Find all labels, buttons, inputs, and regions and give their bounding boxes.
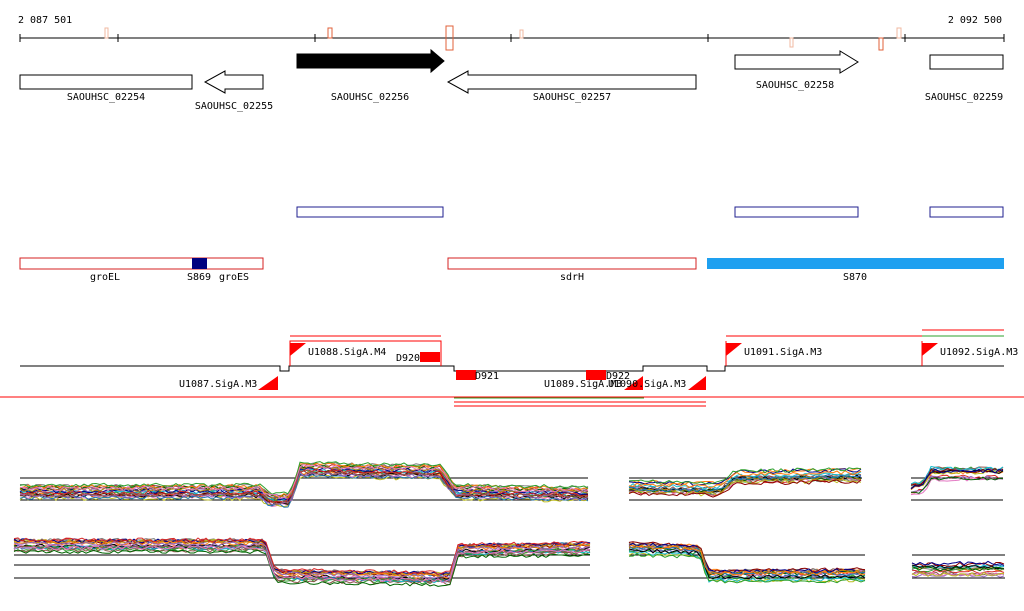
cds-box[interactable] bbox=[734, 206, 859, 218]
promoter-label-u1088: U1088.SigA.M4 bbox=[308, 347, 386, 358]
terminator-label-d920: D920 bbox=[396, 353, 420, 364]
expression-profile-line bbox=[628, 467, 862, 485]
terminator-label-d922: D922 bbox=[606, 371, 630, 382]
feature-track: groEL S869 groES sdrH S870 bbox=[19, 257, 1004, 283]
terminator-d921[interactable] bbox=[456, 370, 476, 380]
gene-label: SAOUHSC_02257 bbox=[533, 92, 611, 103]
gene-saouhsc-02255[interactable]: SAOUHSC_02255 bbox=[195, 70, 273, 112]
cds-box[interactable] bbox=[929, 206, 1004, 218]
promoter-label-u1091: U1091.SigA.M3 bbox=[744, 347, 822, 358]
expression-profile-line bbox=[910, 469, 1004, 489]
feature-groel-groes[interactable] bbox=[19, 257, 264, 270]
gene-saouhsc-02256[interactable]: SAOUHSC_02256 bbox=[296, 48, 445, 103]
ruler-markers bbox=[104, 25, 902, 51]
expression-profile-line bbox=[911, 561, 1005, 567]
expression-profile-line bbox=[628, 545, 866, 577]
expression-profile-line bbox=[13, 537, 591, 576]
feature-s870[interactable] bbox=[707, 258, 1004, 269]
feature-s869[interactable] bbox=[192, 258, 207, 269]
terminator-label-d921: D921 bbox=[475, 371, 499, 382]
coordinate-ruler: 2 087 501 2 092 500 bbox=[18, 15, 1005, 51]
expression-profile-line bbox=[628, 547, 866, 578]
ruler-ticks bbox=[19, 34, 1005, 42]
promoter-flag[interactable] bbox=[258, 376, 278, 390]
expression-profile-line bbox=[13, 541, 591, 580]
expression-profile-line bbox=[13, 544, 591, 583]
promoter-label-u1090: U1090.SigA.M3 bbox=[608, 379, 686, 390]
expression-profile-line bbox=[628, 479, 862, 498]
promoter-flag[interactable] bbox=[290, 343, 306, 356]
expression-profile-line bbox=[19, 471, 589, 506]
expression-profile-line bbox=[628, 544, 866, 576]
expression-profile-line bbox=[13, 540, 591, 579]
expression-profile-line bbox=[628, 542, 866, 574]
transcript-baseline bbox=[20, 365, 1004, 372]
gene-label: SAOUHSC_02255 bbox=[195, 101, 273, 112]
promoter-track: U1088.SigA.M4 D920 U1087.SigA.M3 D921 D9… bbox=[0, 329, 1024, 407]
promoter-label-u1087: U1087.SigA.M3 bbox=[179, 379, 257, 390]
expression-profile-line bbox=[628, 467, 862, 486]
cds-box[interactable] bbox=[296, 206, 444, 218]
expression-profile-line bbox=[911, 572, 1005, 577]
promoter-flag[interactable] bbox=[922, 343, 938, 356]
feature-label-sdrh: sdrH bbox=[560, 272, 584, 283]
expression-profile-line bbox=[911, 560, 1005, 566]
expression-profile-line bbox=[19, 464, 589, 499]
promoter-flag[interactable] bbox=[688, 376, 706, 390]
terminator-d920[interactable] bbox=[420, 352, 440, 362]
expression-profile-line bbox=[911, 564, 1005, 570]
expression-profile-line bbox=[628, 478, 862, 497]
promoter-label-u1092: U1092.SigA.M3 bbox=[940, 347, 1018, 358]
expression-profile-line bbox=[628, 548, 866, 580]
expression-track-reverse bbox=[13, 537, 1005, 587]
expression-profile-line bbox=[13, 539, 591, 578]
feature-label-groel: groEL bbox=[90, 272, 120, 283]
expression-panel bbox=[19, 461, 589, 508]
expression-profile-line bbox=[13, 543, 591, 582]
expression-profile-line bbox=[628, 468, 862, 486]
feature-sdrh[interactable] bbox=[447, 257, 697, 270]
ruler-end-label: 2 092 500 bbox=[948, 15, 1002, 26]
expression-profile-line bbox=[13, 545, 591, 584]
expression-profile-line bbox=[628, 474, 862, 493]
expression-profile-line bbox=[910, 468, 1004, 490]
expression-panel bbox=[628, 541, 866, 584]
gene-label: SAOUHSC_02254 bbox=[67, 92, 145, 103]
gene-saouhsc-02257[interactable]: SAOUHSC_02257 bbox=[446, 70, 697, 103]
gene-saouhsc-02254[interactable]: SAOUHSC_02254 bbox=[19, 74, 193, 103]
expression-profile-line bbox=[13, 549, 591, 587]
promoter-flag[interactable] bbox=[726, 343, 742, 356]
expression-panel bbox=[628, 467, 862, 501]
cds-track bbox=[296, 206, 1004, 218]
gene-label: SAOUHSC_02258 bbox=[756, 80, 834, 91]
expression-profile-line bbox=[628, 553, 866, 584]
expression-panel bbox=[13, 537, 591, 587]
ruler-start-label: 2 087 501 bbox=[18, 15, 72, 26]
feature-label-s870: S870 bbox=[843, 272, 867, 283]
feature-label-groes: groES bbox=[219, 272, 249, 283]
expression-profile-line bbox=[13, 538, 591, 576]
gene-label: SAOUHSC_02259 bbox=[925, 92, 1003, 103]
gene-label: SAOUHSC_02256 bbox=[331, 92, 409, 103]
expression-track-forward bbox=[19, 461, 1004, 508]
expression-profile-line bbox=[911, 566, 1005, 572]
expression-panel bbox=[910, 465, 1004, 501]
gene-saouhsc-02259[interactable]: SAOUHSC_02259 bbox=[925, 54, 1004, 103]
terminator-d922[interactable] bbox=[586, 370, 606, 380]
expression-profile-line bbox=[19, 470, 589, 505]
expression-profile-line bbox=[910, 477, 1003, 496]
expression-panel bbox=[911, 554, 1005, 579]
expression-profile-line bbox=[19, 461, 589, 495]
gene-saouhsc-02258[interactable]: SAOUHSC_02258 bbox=[734, 50, 859, 91]
expression-profile-line bbox=[13, 537, 591, 575]
feature-label-s869: S869 bbox=[187, 272, 211, 283]
promoter-label-u1089: U1089.SigA.M3 bbox=[544, 379, 622, 390]
gene-track: SAOUHSC_02254 SAOUHSC_02255 SAOUHSC_0225… bbox=[19, 48, 1004, 112]
expression-profile-line bbox=[628, 470, 862, 489]
promoter-flag[interactable] bbox=[624, 376, 643, 390]
expression-profile-line bbox=[910, 476, 1004, 494]
